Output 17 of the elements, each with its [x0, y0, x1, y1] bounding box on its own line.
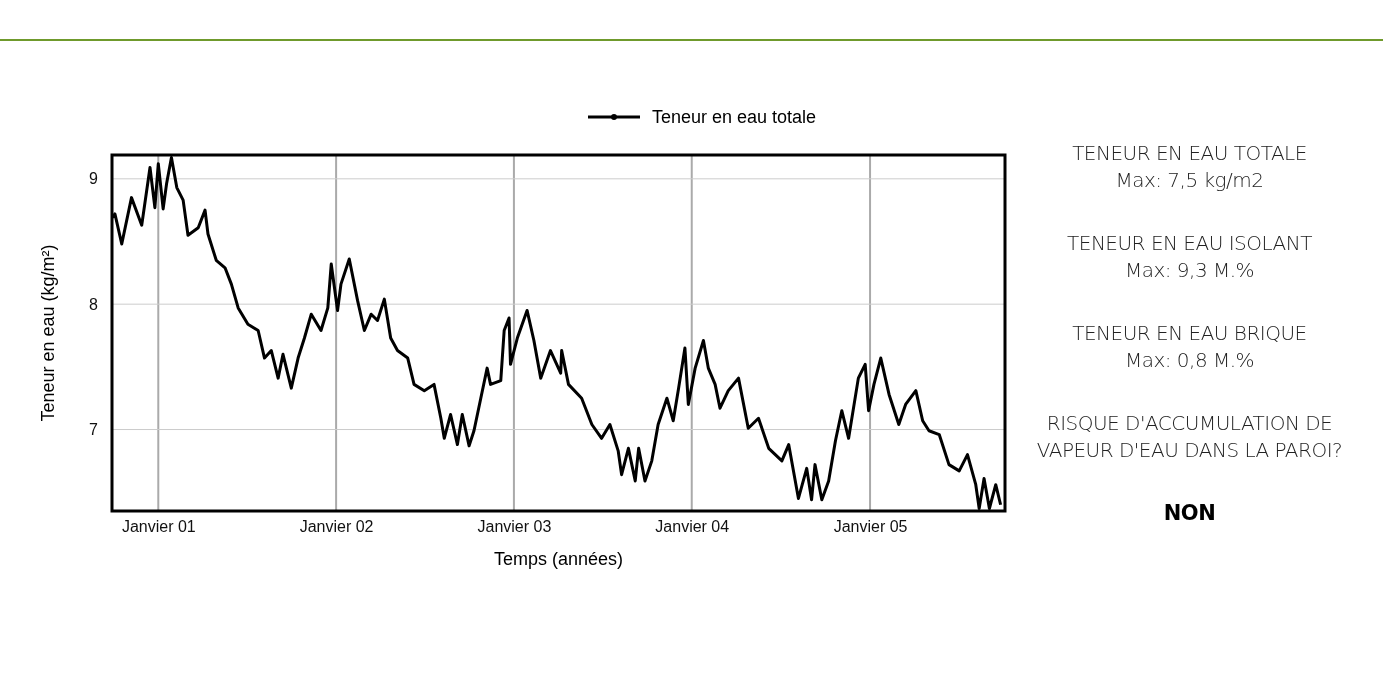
- text: TENEUR EN EAU TOTALE Max: 7,5 kg/m2: [1071, 140, 1308, 194]
- text: NON: [1162, 500, 1217, 527]
- legend-label: Teneur en eau totale: [652, 107, 817, 127]
- x-axis-title: Temps (années): [493, 549, 624, 569]
- text: TENEUR EN EAU ISOLANT Max: 9,3 M.%: [1066, 230, 1313, 284]
- x-tick-label: Janvier 05: [833, 518, 908, 536]
- x-tick-label: Janvier 01: [121, 518, 196, 536]
- y-tick-label: 7: [89, 421, 99, 439]
- line-series: [112, 156, 1003, 510]
- x-tick-label: Janvier 04: [655, 518, 730, 536]
- text: TENEUR EN EAU BRIQUE Max: 0,8 M.%: [1071, 320, 1308, 374]
- text: RISQUE D'ACCUMULATION DE VAPEUR D'EAU DANS LA PAROI?: [1035, 410, 1344, 464]
- x-tick-label: Janvier 03: [477, 518, 552, 536]
- y-axis-title: Teneur en eau (kg/m²): [38, 244, 58, 422]
- y-tick-label: 9: [89, 170, 99, 188]
- x-tick-label: Janvier 02: [299, 518, 374, 536]
- y-tick-label: 8: [89, 295, 99, 313]
